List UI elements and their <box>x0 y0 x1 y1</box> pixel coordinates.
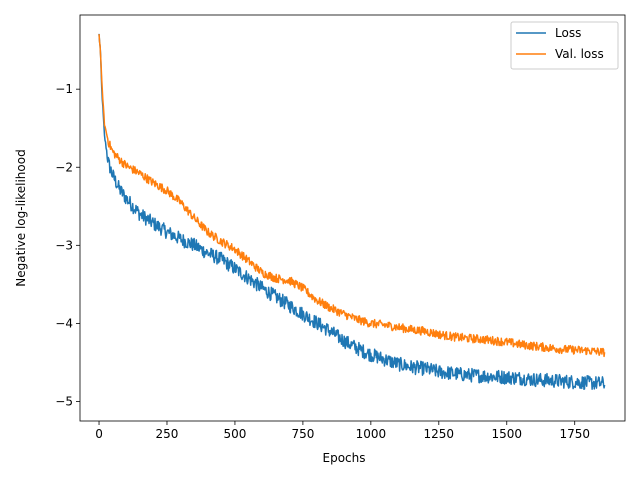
legend-label: Val. loss <box>555 47 604 61</box>
legend: Loss Val. loss <box>510 21 619 70</box>
x-tick-label: 1000 <box>356 427 387 441</box>
y-tick-label: −5 <box>55 394 73 408</box>
x-axis-label: Epochs <box>323 451 366 465</box>
plot-frame <box>79 14 626 422</box>
x-tick-label: 1250 <box>424 427 455 441</box>
x-axis: 0 250 500 750 1000 1250 1500 1750 <box>95 421 590 441</box>
y-tick-label: −4 <box>55 316 73 330</box>
x-tick-label: 250 <box>156 427 179 441</box>
x-tick-label: 1500 <box>491 427 522 441</box>
series-layer <box>98 33 606 391</box>
y-axis: −5 −4 −3 −2 −1 <box>55 82 80 408</box>
x-tick-label: 500 <box>223 427 246 441</box>
legend-label: Loss <box>555 26 581 40</box>
y-tick-label: −2 <box>55 160 73 174</box>
series-line-loss <box>98 33 606 391</box>
x-tick-label: 750 <box>291 427 314 441</box>
x-tick-label: 1750 <box>559 427 590 441</box>
y-tick-label: −1 <box>55 82 73 96</box>
y-axis-label: Negative log-likelihood <box>14 149 28 286</box>
y-tick-label: −3 <box>55 238 73 252</box>
x-tick-label: 0 <box>95 427 103 441</box>
series-line-val-loss <box>98 34 606 358</box>
